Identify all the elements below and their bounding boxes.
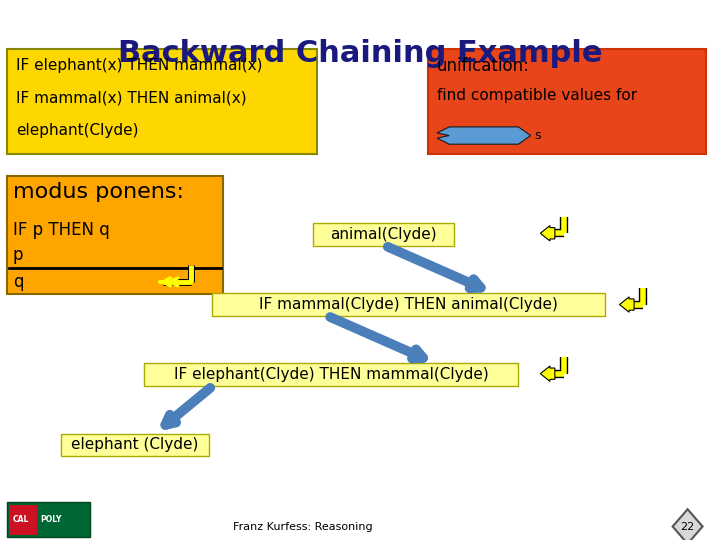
FancyArrow shape	[540, 366, 555, 381]
FancyArrow shape	[540, 226, 555, 241]
Text: s: s	[534, 129, 541, 142]
Text: CAL: CAL	[13, 515, 30, 524]
Polygon shape	[672, 509, 703, 540]
FancyBboxPatch shape	[7, 502, 90, 537]
Text: Franz Kurfess: Reasoning: Franz Kurfess: Reasoning	[233, 522, 372, 531]
FancyBboxPatch shape	[144, 363, 518, 386]
Text: 22: 22	[680, 522, 695, 531]
FancyBboxPatch shape	[7, 176, 223, 294]
FancyBboxPatch shape	[313, 223, 454, 246]
FancyBboxPatch shape	[9, 505, 37, 535]
Text: animal(Clyde): animal(Clyde)	[330, 227, 437, 242]
FancyBboxPatch shape	[428, 49, 706, 154]
FancyBboxPatch shape	[7, 49, 317, 154]
Text: IF elephant(x) THEN mammal(x): IF elephant(x) THEN mammal(x)	[16, 58, 262, 73]
Text: IF elephant(Clyde) THEN mammal(Clyde): IF elephant(Clyde) THEN mammal(Clyde)	[174, 367, 489, 382]
Text: p: p	[13, 246, 24, 264]
Text: q: q	[13, 273, 24, 291]
Text: IF mammal(Clyde) THEN animal(Clyde): IF mammal(Clyde) THEN animal(Clyde)	[259, 297, 558, 312]
Text: elephant(Clyde): elephant(Clyde)	[16, 123, 138, 138]
FancyBboxPatch shape	[61, 434, 209, 456]
Text: modus ponens:: modus ponens:	[13, 182, 184, 202]
Text: POLY: POLY	[40, 515, 62, 524]
Text: find compatible values for: find compatible values for	[437, 88, 637, 103]
FancyBboxPatch shape	[212, 293, 605, 316]
Text: unification:: unification:	[437, 57, 530, 75]
Text: Backward Chaining Example: Backward Chaining Example	[118, 39, 602, 69]
Text: IF mammal(x) THEN animal(x): IF mammal(x) THEN animal(x)	[16, 91, 246, 106]
Text: IF p THEN q: IF p THEN q	[13, 221, 109, 239]
Text: elephant (Clyde): elephant (Clyde)	[71, 437, 199, 453]
Polygon shape	[437, 127, 531, 144]
FancyArrow shape	[620, 297, 634, 312]
